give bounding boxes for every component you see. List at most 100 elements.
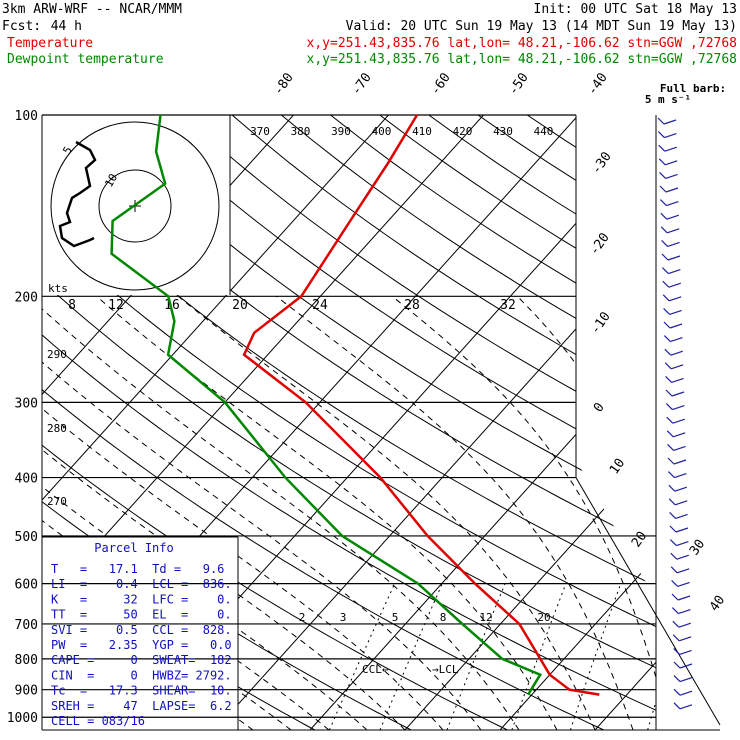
wind-barb-shaft <box>660 212 668 220</box>
isotherm-line <box>499 555 656 730</box>
wind-barb <box>670 566 690 574</box>
dry-adiabat-line <box>675 115 740 730</box>
wind-barb <box>663 335 683 343</box>
hodograph-speed-tick: 12 <box>108 298 124 313</box>
wind-barb-flag <box>675 500 688 506</box>
wind-barb-flag <box>672 418 685 424</box>
wind-barb-shaft <box>669 525 677 533</box>
theta-label: 270 <box>47 495 67 508</box>
wind-barb <box>659 185 679 193</box>
wind-barb <box>666 416 685 424</box>
parcel-info-row: PW = 2.35 YGP = 0.0 <box>51 638 232 652</box>
wind-barb-shaft <box>666 430 674 438</box>
right-wedge-mask <box>576 110 656 600</box>
wind-barb <box>669 539 689 547</box>
dry-adiabat-line <box>379 115 656 296</box>
parcel-info-row: T = 17.1 Td = 9.6 <box>51 562 224 576</box>
wind-barb-flag <box>673 432 686 438</box>
mixing-ratio-line <box>328 583 396 730</box>
wind-barb-shaft <box>671 593 679 601</box>
wind-barb <box>666 430 686 438</box>
hodograph-outer-ring <box>50 121 220 291</box>
mixing-ratio-label: 12 <box>479 611 492 624</box>
wind-barb-shaft <box>673 647 681 655</box>
isotherm-line <box>214 239 656 730</box>
wind-barb <box>673 702 693 710</box>
theta-e-label: 380 <box>291 125 311 138</box>
wind-barb-flag <box>679 649 692 655</box>
wind-barb <box>671 607 691 615</box>
pressure-label: 700 <box>15 618 38 633</box>
wind-barb <box>664 348 683 356</box>
parcel-info-title: Parcel Info <box>94 541 173 555</box>
wind-barb-flag <box>665 173 678 179</box>
pressure-label: 1000 <box>7 711 38 726</box>
wind-barb-flag <box>664 146 677 152</box>
ccl-label: CCL← <box>362 663 389 676</box>
isotherm-label: 10 <box>607 456 628 477</box>
mixing-ratio-label: 5 <box>392 611 399 624</box>
pressure-label: 800 <box>15 653 38 668</box>
mixing-ratio-line <box>511 583 567 730</box>
parcel-info-row: Tc = 17.3 SHEAR= 10. <box>51 684 232 698</box>
dry-adiabat-line <box>42 226 656 628</box>
wind-barb-flag <box>666 214 679 220</box>
wind-barb <box>673 675 693 683</box>
wind-barb <box>658 144 677 152</box>
wind-barb <box>660 226 680 234</box>
wind-barb-shaft <box>665 403 673 411</box>
wind-barb <box>660 212 679 220</box>
theta-e-label: 430 <box>493 125 513 138</box>
parcel-info-row: TT = 50 EL = 0. <box>51 608 232 622</box>
wind-barb-shaft <box>667 443 675 451</box>
wind-barb-flag <box>669 296 682 302</box>
wind-barb <box>661 239 680 247</box>
parcel-info-row: CAPE = 0 SWEAT= 182 <box>51 653 232 667</box>
barb-legend-line2: 5 m s⁻¹ <box>645 93 691 106</box>
parcel-info-row: SREH = 47 LAPSE= 6.2 <box>51 699 232 713</box>
wind-barb-flag <box>671 364 684 370</box>
wind-barb <box>657 131 677 139</box>
mixing-ratio-line <box>569 583 622 730</box>
wind-barb-shaft <box>672 620 680 628</box>
hodograph-speed-tick: 16 <box>164 298 180 313</box>
dry-adiabat-line <box>724 115 740 730</box>
isotherm-label: -40 <box>585 70 611 98</box>
isotherm-label: -80 <box>271 70 297 98</box>
wind-barb <box>667 457 687 465</box>
wind-barb-flag <box>672 405 685 411</box>
mixing-ratio-label: 20 <box>537 611 550 624</box>
parcel-info-panel: Parcel Info T = 17.1 Td = 9.6LI = 0.4 LCL… <box>42 536 239 730</box>
wind-barb-flag <box>669 323 683 329</box>
wind-barb-flag <box>667 241 680 247</box>
wind-barb <box>673 688 693 696</box>
wind-barb-flag <box>669 309 682 315</box>
wind-barb <box>671 579 690 587</box>
dry-adiabat-line <box>42 173 656 587</box>
wind-barb-shaft <box>669 511 677 519</box>
wind-barb-shaft <box>658 158 666 166</box>
wind-barb <box>658 158 678 166</box>
moist-adiabat-line <box>96 295 558 730</box>
forecast-label: Fcst: <box>2 19 41 34</box>
isotherm-label: 20 <box>629 529 650 550</box>
wind-barb-shaft <box>671 579 679 587</box>
init-time: Init: 00 UTC Sat 18 May 13 <box>534 2 738 17</box>
hodograph-speed-tick: 20 <box>232 298 248 313</box>
wind-barb <box>668 484 687 492</box>
hodograph-speed-tick: 24 <box>312 298 328 313</box>
pressure-label: 100 <box>15 109 38 124</box>
hodograph-speed-tick: 8 <box>68 298 76 313</box>
isotherm-label: -70 <box>349 70 375 98</box>
wind-barb-shaft <box>661 239 669 247</box>
wind-barb-shaft <box>673 702 681 710</box>
wind-barb-shaft <box>670 552 678 560</box>
wind-barb-shaft <box>668 498 676 506</box>
wind-barb-flag <box>677 581 690 587</box>
dry-adiabat-line <box>182 115 656 435</box>
wind-barb <box>659 171 678 179</box>
wind-barb-shaft <box>663 321 671 329</box>
wind-barb <box>665 389 685 397</box>
wind-barb <box>669 525 689 533</box>
